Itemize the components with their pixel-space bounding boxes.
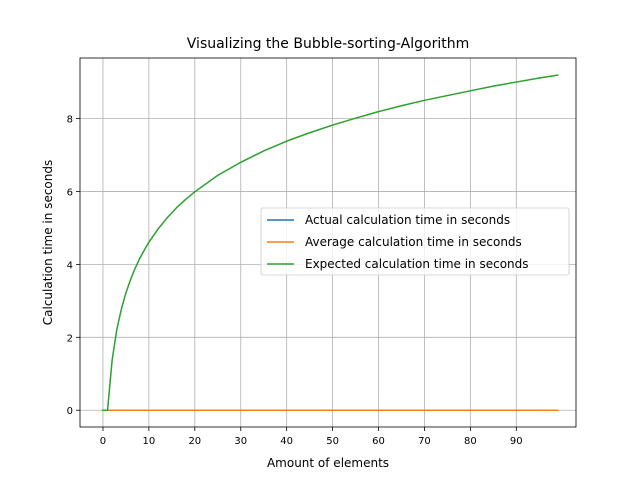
x-tick-label: 50 [326, 436, 339, 447]
x-tick-label: 60 [372, 436, 385, 447]
series-line-3 [102, 74, 559, 411]
x-tick-label: 30 [234, 436, 247, 447]
x-tick-label: 90 [510, 436, 523, 447]
legend-label-1: Actual calculation time in seconds [305, 213, 510, 227]
y-tick-label: 8 [67, 115, 73, 126]
legend-box [260, 207, 570, 276]
ticks: 0 10 20 30 40 50 60 70 80 90 0 2 4 6 8 [67, 115, 523, 447]
y-tick-label: 4 [67, 260, 73, 271]
x-tick-label: 20 [188, 436, 201, 447]
chart-title: Visualizing the Bubble-sorting-Algorithm [187, 36, 469, 52]
x-tick-label: 0 [100, 436, 106, 447]
y-tick-label: 0 [67, 406, 73, 417]
y-tick-label: 2 [67, 333, 73, 344]
x-tick-label: 40 [280, 436, 293, 447]
legend-label-3: Expected calculation time in seconds [305, 257, 529, 271]
legend: Actual calculation time in seconds Averag… [260, 207, 570, 276]
x-tick-label: 10 [143, 436, 156, 447]
x-tick-label: 80 [464, 436, 477, 447]
series-layer [102, 74, 559, 411]
axes-frame [79, 57, 577, 428]
x-tick-label: 70 [418, 436, 431, 447]
legend-label-2: Average calculation time in seconds [305, 235, 522, 249]
y-tick-label: 6 [67, 187, 73, 198]
x-axis-label: Amount of elements [267, 456, 389, 470]
y-axis-label: Calculation time in seconds [41, 160, 55, 326]
